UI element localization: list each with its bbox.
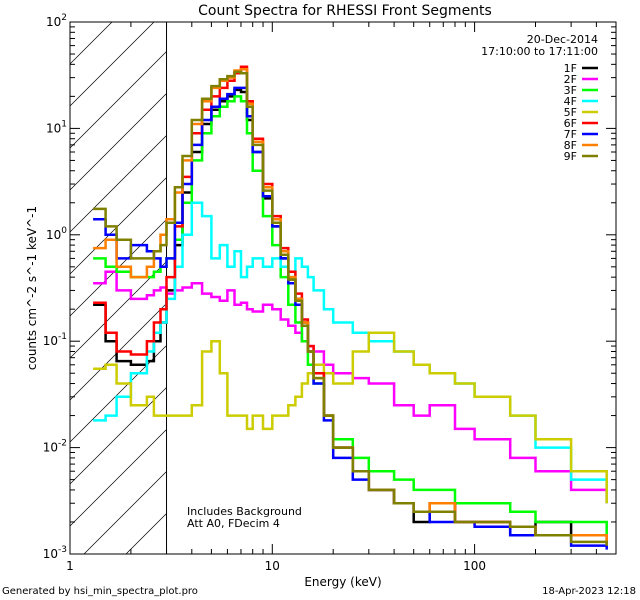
series-line-6F [93,65,608,546]
y-axis-label: counts cm^-2 s^-1 keV^-1 [25,206,39,370]
legend-label: 2F [564,73,577,86]
chart-title: Count Spectra for RHESSI Front Segments [198,3,492,19]
x-axis-label: Energy (keV) [304,575,381,589]
legend-label: 4F [564,95,577,108]
hatch-stroke [70,428,167,527]
series-line-3F [93,95,608,536]
y-tick-label: 10-3 [43,545,67,561]
hatch-stroke [70,22,113,65]
series-lines [93,65,608,550]
legend-label: 5F [564,106,577,119]
y-axis-tick-labels: 10-3 10-2 10-1 100 101 102 [43,13,68,561]
y-tick-label: 102 [46,13,67,29]
series-line-7F [93,86,608,550]
y-tick-exponent: 1 [61,119,67,129]
series-line-5F [93,331,608,504]
y-tick-label: 101 [46,119,67,135]
footer-timestamp: 18-Apr-2023 12:18 [542,586,636,597]
hatch-stroke [70,386,167,485]
series-line-8F [93,67,608,546]
y-tick-base: 10 [43,334,58,348]
y-tick-label: 100 [46,226,67,242]
legend-label: 8F [564,139,577,152]
series-line-9F [93,70,608,546]
y-tick-base: 10 [46,228,61,242]
legend-label: 1F [564,62,577,75]
legend-label: 3F [564,84,577,97]
attenuator-annotation: Att A0, FDecim 4 [187,517,280,530]
hatch-stroke [70,50,167,149]
y-tick-base: 10 [46,15,61,29]
x-axis-tick-labels: 1 10 100 [66,559,486,573]
y-tick-exponent: -2 [58,439,67,449]
excluded-energy-hatch [70,22,167,554]
plot-area [69,21,617,555]
y-tick-base: 10 [46,121,61,135]
y-tick-label: 10-1 [43,332,67,348]
x-tick-label: 1 [66,559,74,573]
date-label: 20-Dec-2014 [527,33,598,46]
legend-label: 7F [564,128,577,141]
series-line-2F [93,270,608,504]
y-tick-exponent: -1 [58,332,67,342]
y-tick-exponent: 2 [61,13,67,23]
hatch-stroke [70,260,167,359]
y-tick-base: 10 [43,547,58,561]
time-range-label: 17:10:00 to 17:11:00 [481,45,598,58]
legend-label: 6F [564,117,577,130]
footer-generator: Generated by hsi_min_spectra_plot.pro [2,586,198,597]
x-tick-label: 10 [265,559,280,573]
y-tick-label: 10-2 [43,439,67,455]
hatch-stroke [70,92,167,191]
legend-label: 9F [564,150,577,163]
hatch-stroke [70,218,167,317]
y-axis-ticks [70,21,616,555]
y-tick-base: 10 [43,441,58,455]
y-tick-exponent: -3 [58,545,67,555]
x-tick-label: 100 [463,559,486,573]
y-tick-exponent: 0 [61,226,67,236]
background-annotation: Includes Background [187,505,302,518]
x-axis-ticks [69,22,617,554]
series-line-1F [93,88,608,546]
hatch-stroke [70,22,155,107]
legend: 1F 2F 3F 4F 5F 6F 7F 8F 9F [564,62,598,163]
